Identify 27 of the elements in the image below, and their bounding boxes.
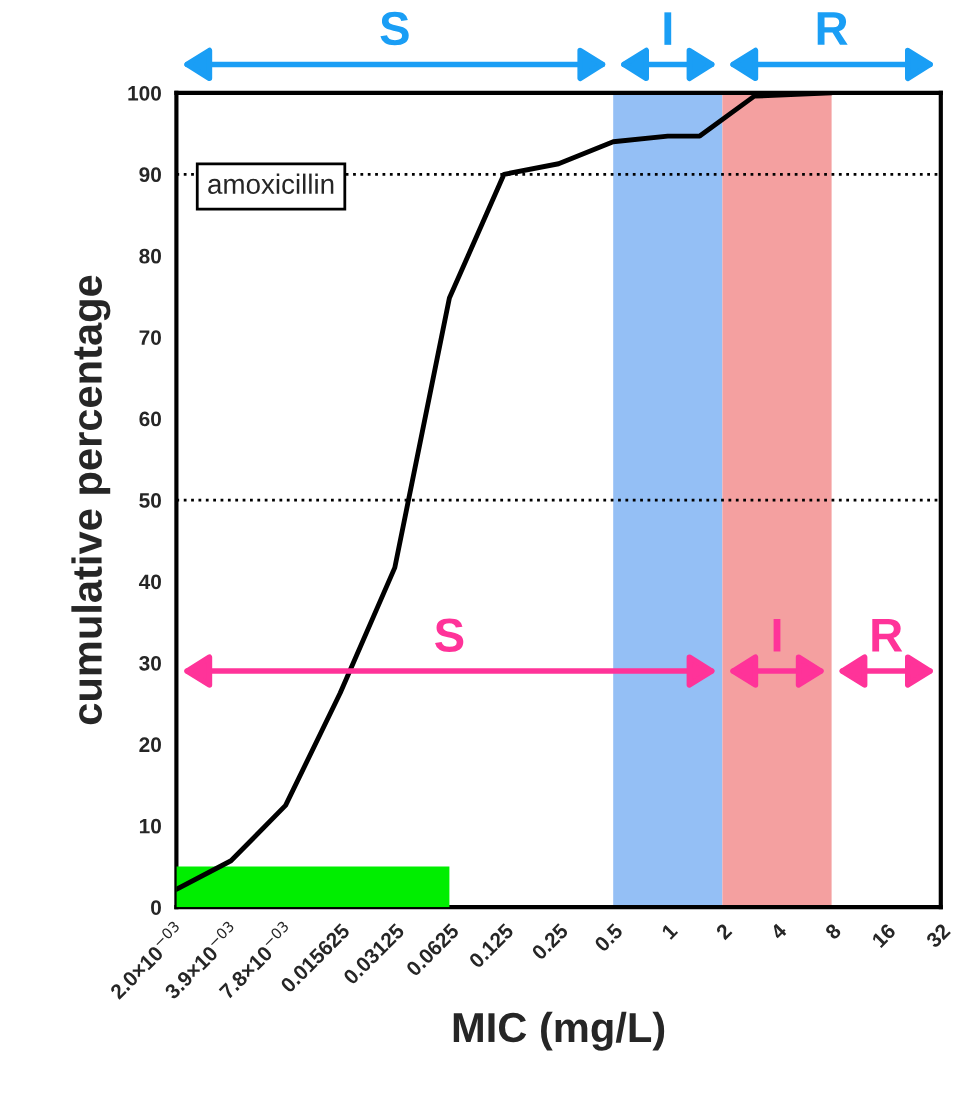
- x-tick-label: 1: [661, 922, 679, 940]
- annotation: R: [872, 618, 903, 652]
- text: R: [817, 12, 848, 45]
- y-tick-label: 100: [128, 85, 161, 101]
- x-tick-label: 32: [925, 922, 952, 949]
- y-axis-title: cumulative percentage: [71, 275, 111, 725]
- x-tick-label: 16: [871, 922, 897, 949]
- y-tick-label: 50: [139, 493, 161, 508]
- y-tick-label: 80: [139, 248, 161, 264]
- x-axis-title: MIC (mg/L): [453, 1011, 665, 1051]
- x-tick-label: 2: [715, 922, 733, 941]
- y-tick-label: 10: [139, 818, 161, 834]
- annotation: I: [773, 618, 781, 652]
- text: S: [380, 11, 409, 46]
- y-tick-label: 40: [138, 574, 161, 590]
- y-tick-label: 30: [139, 655, 161, 671]
- y-tick-label: 0: [151, 900, 161, 915]
- y-tick-label: 20: [139, 737, 161, 753]
- y-tick-label: 60: [139, 411, 161, 427]
- y-tick-label: 70: [139, 330, 161, 345]
- x-tick-label: 0.5: [593, 922, 624, 953]
- x-tick-label: 4: [769, 922, 788, 941]
- annotation: amoxicillin: [208, 173, 334, 194]
- y-tick-label: 90: [139, 167, 161, 183]
- text: I: [664, 12, 672, 45]
- x-tick-label: 8: [824, 922, 842, 941]
- annotation: S: [435, 618, 464, 652]
